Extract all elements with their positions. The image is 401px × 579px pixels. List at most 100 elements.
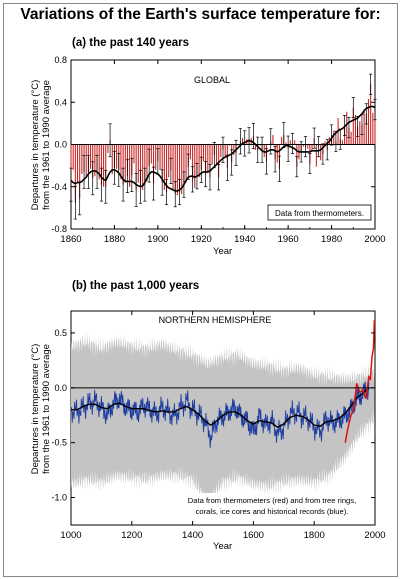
data-bar [74,144,76,203]
data-bar [294,140,296,145]
x-tick-label: 2000 [364,530,385,541]
panel-b-xlabel: Year [213,541,233,552]
data-bar [354,114,356,145]
panel-label-global: GLOBAL [194,75,230,85]
data-bar [372,112,374,145]
data-bar [81,144,83,175]
data-bar [174,144,176,195]
data-bar [166,144,168,193]
data-bar [92,144,94,179]
data-bar [311,144,313,151]
data-bar [150,144,152,164]
data-bar [172,144,174,190]
data-bar [100,144,102,185]
panel-a-xlabel: Year [213,246,233,257]
data-bar [218,144,220,178]
data-bar [255,144,257,150]
data-bar [90,144,92,169]
smoothed-series-line [70,105,376,192]
x-tick-label: 1920 [191,234,212,245]
data-bar [94,144,96,177]
data-bar [111,144,113,175]
panel-b-subtitle: (b) the past 1,000 years [72,280,200,292]
data-bar [209,144,211,178]
data-bar [324,141,326,145]
data-bar [341,140,343,145]
data-bar [367,99,370,145]
data-bar [365,113,367,145]
data-bar [194,144,196,188]
data-bar [72,144,74,170]
data-bar [76,144,79,183]
data-bar [228,144,231,146]
data-bar [333,130,335,145]
panel-a-chart: 1860 1880 1900 1920 1940 1960 1980 2000 -0.8 -0.4… [51,55,385,245]
data-bar [189,144,191,160]
data-bar [120,144,122,180]
panel-label-northern-hemisphere: NORTHERN HEMISPHERE [159,315,272,325]
panel-a-subtitle: (a) the past 140 years [72,37,189,49]
x-tick-label: 1400 [182,530,203,541]
data-bar [296,144,298,167]
data-bar [192,144,194,180]
data-bar [237,144,239,146]
data-bar [85,144,87,177]
data-bar [196,144,198,177]
data-bar [129,144,131,187]
data-bar [103,144,105,187]
data-bar [124,144,126,183]
data-bar [202,144,204,162]
data-bar [281,137,283,145]
data-bar [170,144,172,171]
data-bar [272,134,274,145]
data-bar [152,144,155,184]
y-tick-label: -0.4 [51,182,67,192]
x-tick-label: 1940 [234,234,255,245]
data-bar [220,144,222,158]
data-bar [107,144,109,153]
x-tick-label: 2000 [364,234,385,245]
data-bar [161,144,163,183]
data-bar [168,144,170,178]
x-tick-label: 1900 [147,234,168,245]
x-tick-label: 1800 [304,530,325,541]
y-tick-label: 0.8 [54,55,67,65]
data-bar [146,144,148,182]
thermometer-series-line [344,319,376,443]
data-bar [139,144,142,187]
y-tick-label: -0.5 [51,438,67,448]
data-bar [211,144,213,165]
note-box [174,493,370,518]
note-text: Data from thermometers. [275,209,364,218]
data-bar [359,121,361,145]
data-bar [198,144,200,178]
x-tick-label: 1600 [243,530,264,541]
note-box [267,204,372,221]
data-bar [183,144,185,185]
x-tick-label: 1980 [321,234,342,245]
note-line2: corals, ice cores and historical records… [196,507,349,516]
panel-b-chart: 1000 1200 1400 1600 1800 2000 -1.0 -0.5 0.0 0.5 NO… [51,310,386,541]
data-bar [133,144,135,164]
data-bar [179,144,181,193]
x-tick-label: 1000 [60,530,81,541]
smoothed-series-line [71,387,370,429]
data-bar [116,144,118,169]
data-bar [142,144,144,190]
data-bar [233,144,235,156]
data-bar [307,144,309,149]
x-tick-label: 1880 [104,234,125,245]
data-bar [105,144,107,187]
y-tick-label: -0.8 [51,224,67,234]
figure-title: Variations of the Earth's surface temper… [20,6,381,23]
data-bar [144,144,146,185]
data-bar [79,144,81,199]
data-bar [285,142,287,145]
x-tick-label: 1200 [121,530,142,541]
data-bar [363,109,365,145]
data-bar [224,144,226,159]
data-bar [346,111,348,145]
data-bar [185,144,187,183]
data-bar [350,131,352,145]
note-line1: Data from thermometers (red) and from tr… [188,496,356,505]
